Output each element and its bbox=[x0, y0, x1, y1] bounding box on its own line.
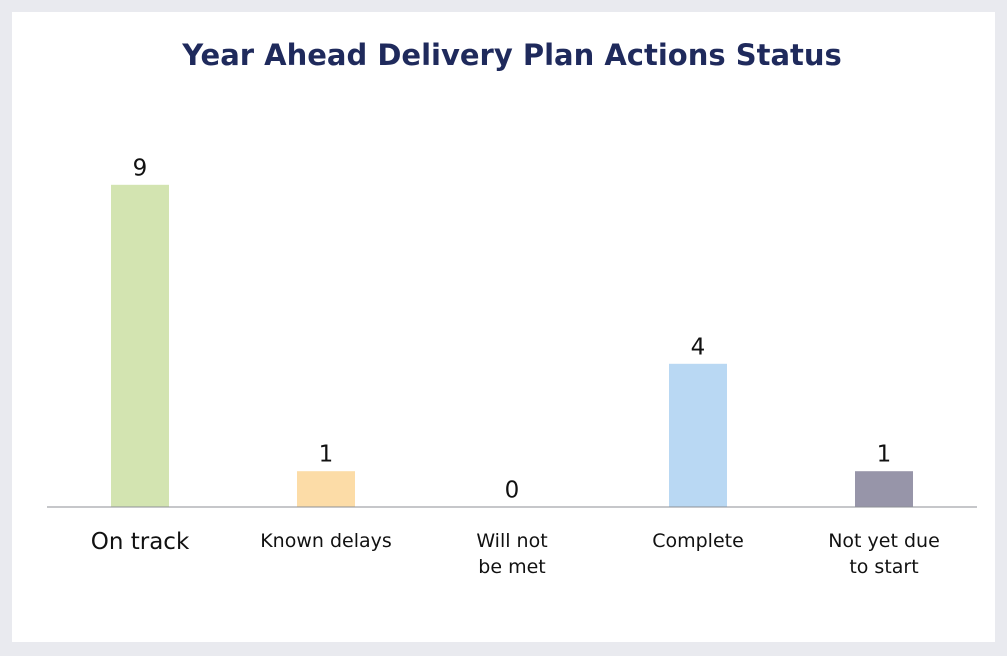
category-label: On track bbox=[90, 529, 190, 555]
category-label: Known delays bbox=[260, 530, 392, 552]
bar bbox=[669, 363, 727, 507]
value-label: 1 bbox=[319, 442, 334, 468]
bar bbox=[111, 184, 169, 508]
chart-title: Year Ahead Delivery Plan Actions Status bbox=[181, 38, 842, 72]
value-label: 9 bbox=[133, 155, 148, 181]
category-label: Complete bbox=[652, 530, 744, 552]
value-label: 1 bbox=[877, 442, 892, 468]
chart-card bbox=[12, 12, 995, 642]
bar bbox=[855, 471, 913, 507]
category-label: Not yet due to start bbox=[828, 530, 940, 578]
value-label: 0 bbox=[505, 478, 520, 504]
value-label: 4 bbox=[691, 334, 706, 360]
category-label: Will not be met bbox=[476, 530, 548, 578]
bar bbox=[297, 471, 355, 507]
